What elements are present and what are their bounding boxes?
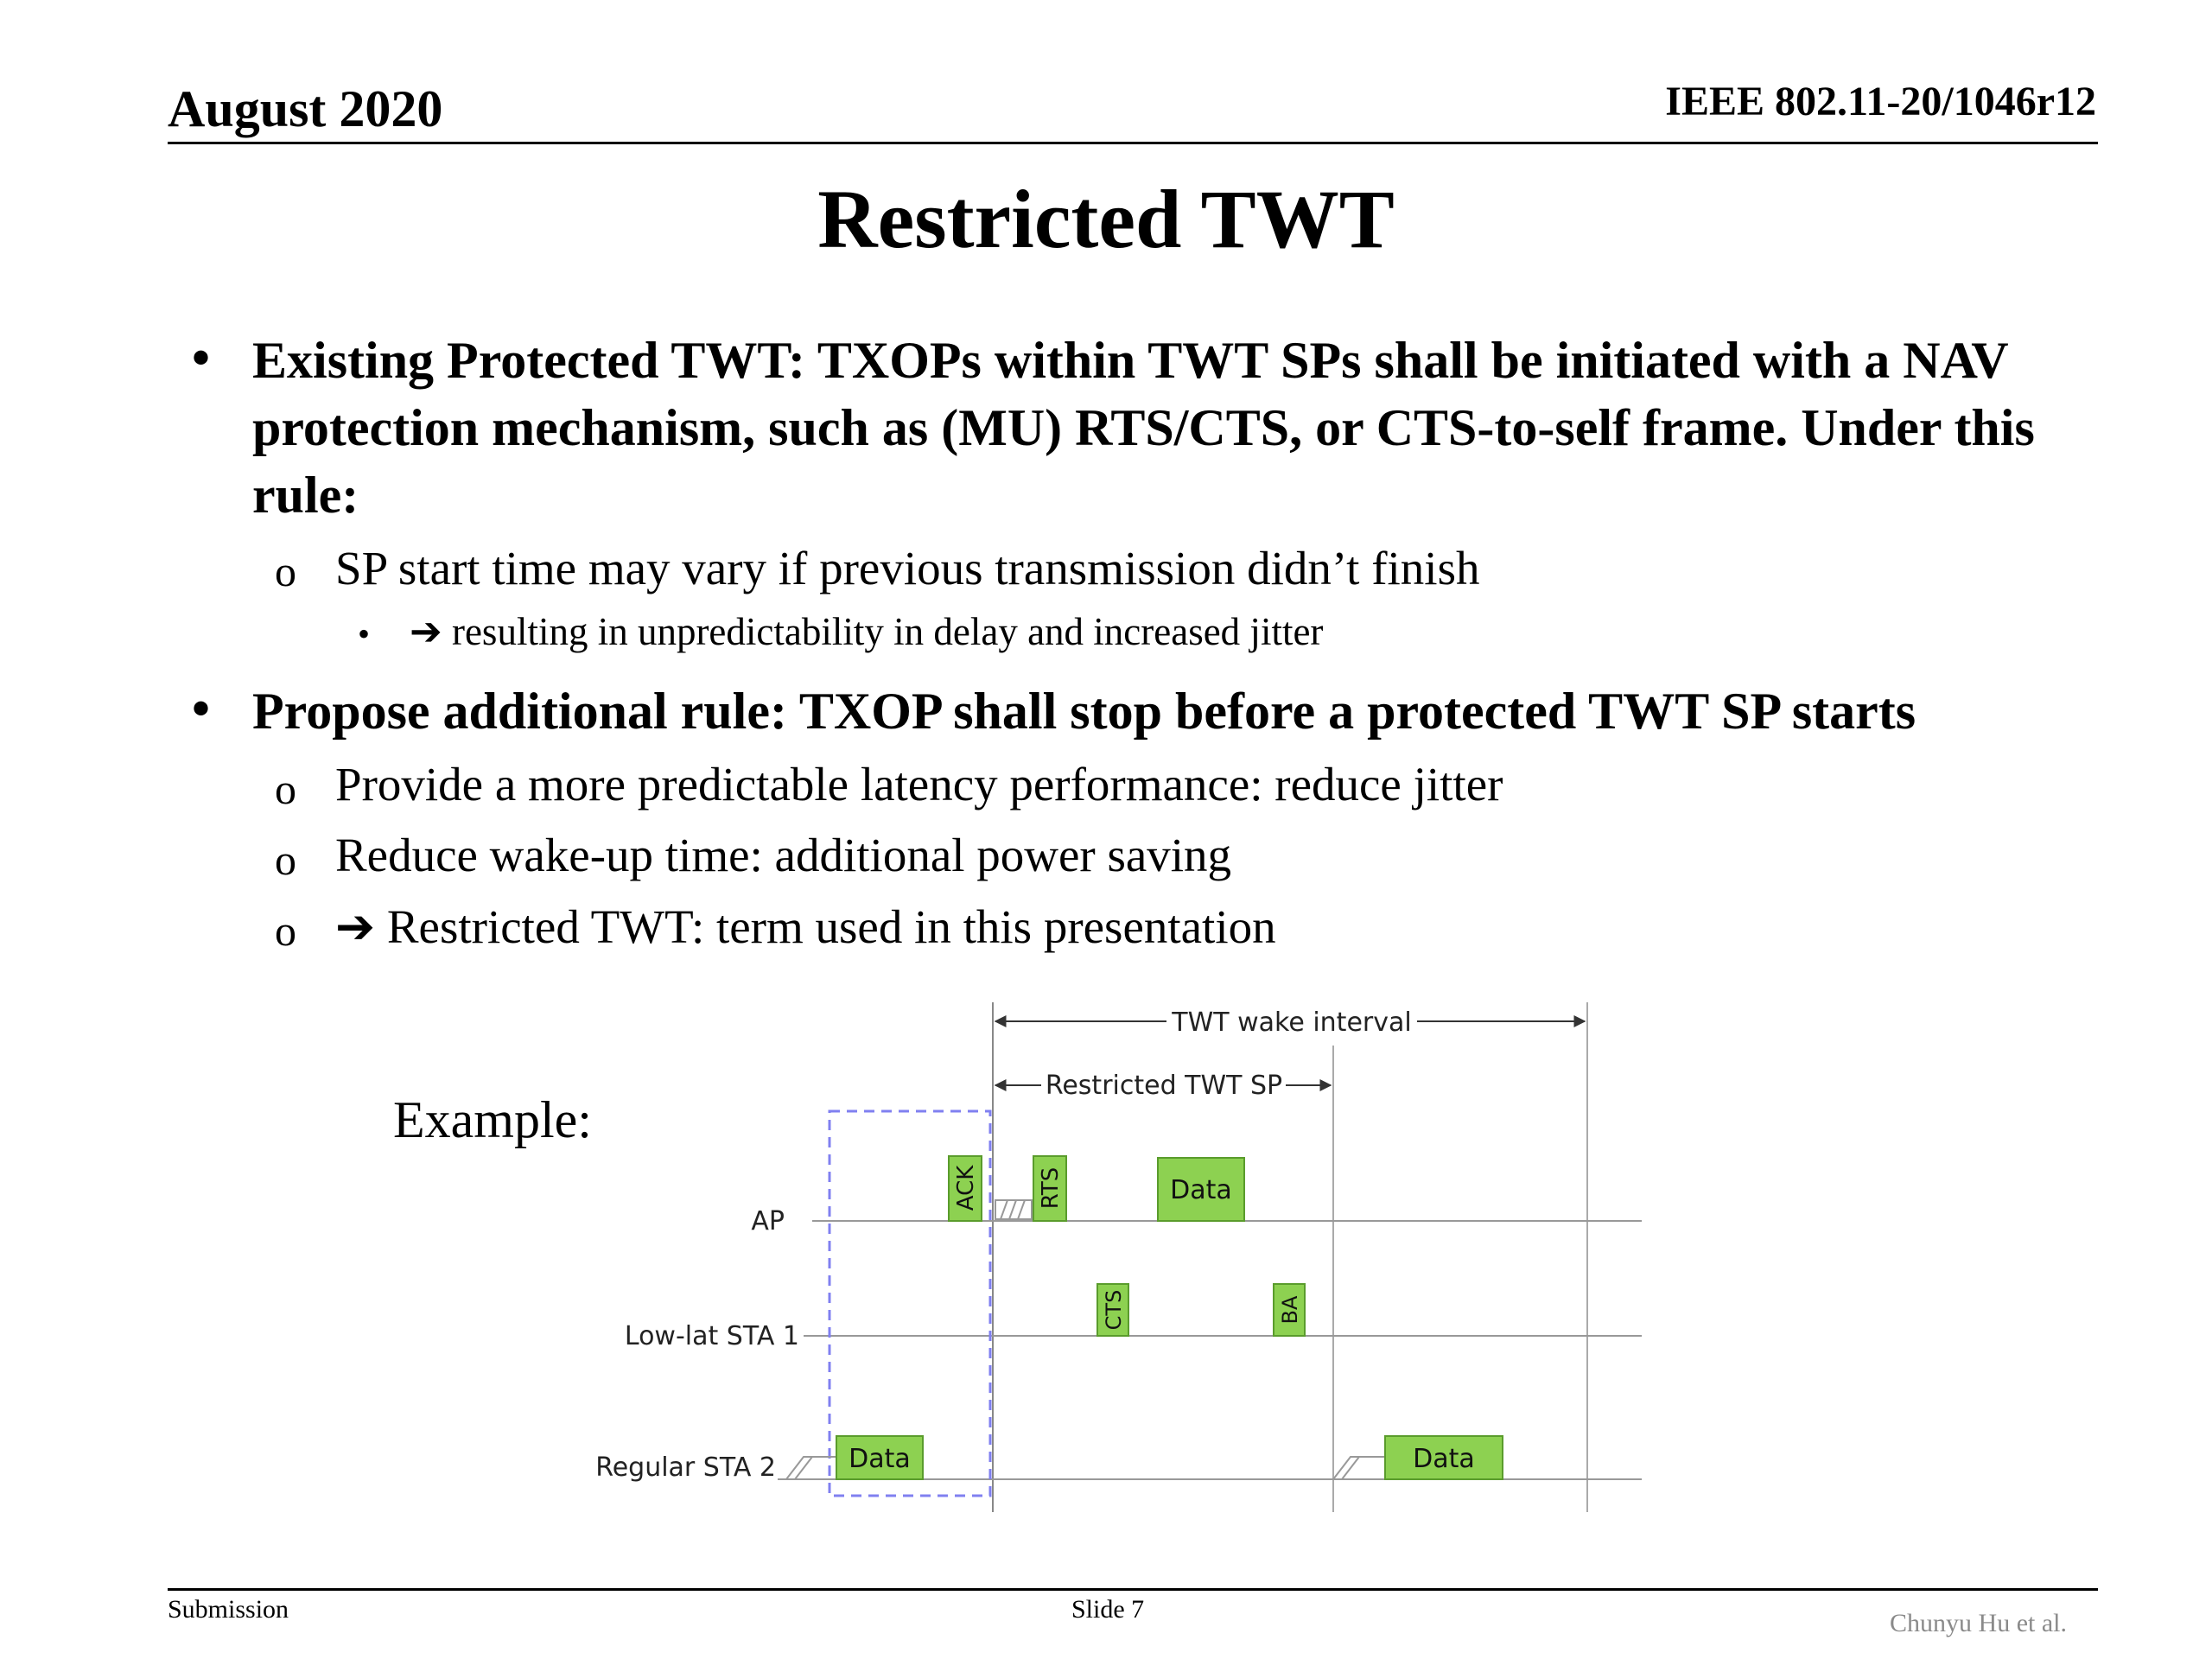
bullet-marker: •	[192, 329, 211, 386]
example-label: Example:	[393, 1091, 592, 1148]
ba-frame-label: BA	[1278, 1295, 1302, 1324]
footer-slide-number: Slide 7	[1071, 1595, 1145, 1624]
ap-data-frame-label: Data	[1170, 1175, 1232, 1205]
footer-rule	[168, 1588, 2098, 1591]
ap-data-frame	[1157, 1157, 1245, 1222]
backoff-hatch-ap	[995, 1199, 1033, 1220]
row-label-sta1: Low-lat STA 1	[625, 1321, 799, 1351]
backoff-hatch-sta2-a	[785, 1456, 838, 1480]
bullet-2-sub-3-text: Restricted TWT: term used in this presen…	[386, 900, 1276, 953]
rts-frame	[1033, 1155, 1067, 1222]
restricted-twt-sp-label: Restricted TWT SP	[1046, 1071, 1282, 1101]
previous-txop-box	[828, 1109, 992, 1497]
bullet-1-sub-1-sub-1: ➔ resulting in unpredictability in delay…	[410, 608, 1323, 654]
row-label-sta2: Regular STA 2	[595, 1452, 776, 1483]
header-date: August 2020	[168, 80, 443, 137]
rts-frame-label: RTS	[1038, 1167, 1064, 1210]
header-rule	[168, 142, 2098, 144]
sta2-data-frame-1	[836, 1435, 924, 1480]
bullet-marker: •	[192, 680, 211, 737]
sta2-data-frame-2	[1384, 1435, 1503, 1480]
sta2-data-frame-1-label: Data	[849, 1444, 911, 1474]
header-doc-id: IEEE 802.11-20/1046r12	[1665, 79, 2096, 124]
slide-title: Restricted TWT	[817, 173, 1395, 265]
footer-author: Chunyu Hu et al.	[1890, 1609, 2067, 1637]
bullet-1-sub-1-text: SP start time may vary if previous trans…	[335, 542, 1480, 594]
bullet-1-sub-1-sub-1-text: resulting in unpredictability in delay a…	[451, 610, 1324, 653]
bullet-2-sub-2-text: Reduce wake-up time: additional power sa…	[335, 829, 1232, 881]
backoff-hatch-sta2-b	[1332, 1456, 1385, 1480]
ack-frame-label: ACK	[953, 1165, 979, 1211]
sub-bullet-marker: o	[275, 547, 296, 595]
bullet-2-sub-3: ➔ Restricted TWT: term used in this pres…	[335, 899, 1276, 954]
row-label-ap: AP	[751, 1206, 785, 1236]
bullet-2-text: Propose additional rule: TXOP shall stop…	[252, 683, 1916, 740]
sub-bullet-marker: o	[275, 906, 296, 955]
sta2-data-frame-2-label: Data	[1413, 1444, 1475, 1474]
arrow-icon: ➔	[335, 900, 376, 953]
bullet-2-sub-1-text: Provide a more predictable latency perfo…	[335, 758, 1503, 810]
bullet-1-text: Existing Protected TWT: TXOPs within TWT…	[252, 332, 2035, 524]
arrow-icon: ➔	[410, 610, 442, 653]
twt-wake-interval-label: TWT wake interval	[1171, 1007, 1411, 1038]
cts-frame	[1096, 1283, 1129, 1337]
sub-sub-bullet-marker: •	[358, 614, 371, 653]
ack-frame	[948, 1155, 982, 1222]
ba-frame	[1273, 1283, 1306, 1337]
cts-frame-label: CTS	[1102, 1290, 1126, 1331]
footer-submission: Submission	[168, 1595, 289, 1624]
sub-bullet-marker: o	[275, 836, 296, 884]
sub-bullet-marker: o	[275, 765, 296, 813]
